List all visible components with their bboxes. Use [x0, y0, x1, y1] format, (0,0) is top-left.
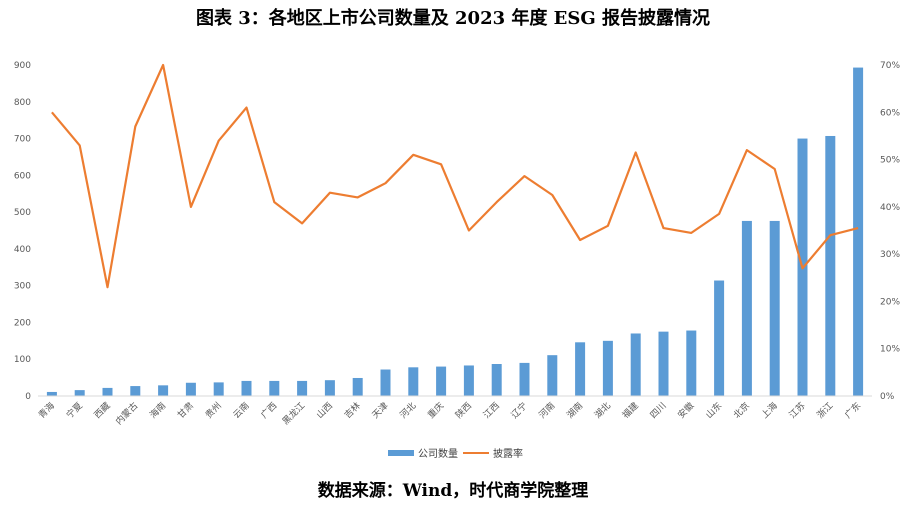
line-series: [51, 63, 859, 289]
x-tick-label: 西藏: [91, 400, 112, 421]
right-tick-label: 20%: [880, 297, 900, 307]
x-tick-label: 河南: [536, 400, 557, 421]
right-tick-label: 60%: [880, 108, 900, 118]
bar: [408, 367, 419, 396]
left-tick-label: 700: [14, 135, 31, 145]
left-tick-label: 800: [14, 98, 31, 108]
x-tick-label: 北京: [731, 400, 752, 421]
x-tick-label: 天津: [370, 400, 391, 421]
bar: [519, 362, 530, 396]
left-tick-label: 400: [14, 245, 31, 255]
x-tick-label: 上海: [759, 400, 780, 421]
x-tick-label: 陕西: [453, 400, 474, 421]
legend-label-line: 披露率: [493, 447, 523, 460]
bar: [74, 390, 85, 396]
bar: [575, 342, 586, 396]
bar: [213, 382, 224, 396]
bar: [185, 382, 196, 396]
bar: [741, 220, 752, 396]
right-tick-label: 30%: [880, 250, 900, 260]
bar: [825, 135, 836, 396]
left-tick-label: 200: [14, 318, 31, 328]
legend-swatch-bar: [388, 450, 414, 456]
x-tick-label: 甘肃: [175, 400, 196, 421]
right-tick-label: 50%: [880, 156, 900, 166]
legend: 公司数量 披露率: [388, 447, 523, 460]
x-tick-label: 山东: [703, 400, 724, 421]
x-tick-label: 辽宁: [508, 400, 529, 421]
x-tick-label: 黑龙江: [280, 400, 308, 428]
x-tick-label: 江苏: [786, 400, 807, 421]
x-tick-label: 吉林: [342, 400, 363, 421]
right-tick-label: 70%: [880, 61, 900, 71]
chart-title: 图表 3：各地区上市公司数量及 2023 年度 ESG 报告披露情况: [195, 8, 711, 29]
source-note: 数据来源：Wind，时代商学院整理: [317, 481, 589, 501]
left-tick-label: 0: [25, 392, 31, 402]
bar: [130, 386, 141, 396]
right-tick-label: 0%: [880, 392, 895, 402]
bar: [46, 391, 57, 396]
left-tick-label: 500: [14, 208, 31, 218]
x-tick-label: 云南: [230, 400, 251, 421]
bar: [380, 369, 391, 396]
disclosure-rate-line: [51, 63, 859, 289]
left-tick-label: 600: [14, 171, 31, 181]
left-axis-ticks: 0 100 200 300 400 500 600 700 800 900: [14, 61, 31, 402]
right-axis-ticks: 0% 10% 20% 30% 40% 50% 60% 70%: [880, 61, 900, 402]
x-tick-label: 内蒙古: [113, 400, 141, 428]
bar: [324, 380, 335, 396]
combo-chart: 0 100 200 300 400 500 600 700 800 900 0% 10% 20% 30%…: [14, 61, 901, 460]
bar: [769, 220, 780, 396]
x-tick-label: 浙江: [814, 400, 835, 421]
x-tick-label: 广西: [258, 400, 279, 421]
bar: [658, 331, 669, 396]
left-tick-label: 100: [14, 355, 31, 365]
x-tick-label: 四川: [649, 401, 669, 421]
x-tick-label: 河北: [397, 400, 418, 421]
right-tick-label: 10%: [880, 345, 900, 355]
bar: [297, 380, 308, 396]
bar: [463, 365, 474, 396]
x-tick-label: 湖北: [593, 400, 614, 421]
bar: [686, 330, 697, 396]
bar: [158, 385, 169, 396]
left-tick-label: 300: [14, 282, 31, 292]
legend-label-bar: 公司数量: [418, 447, 458, 460]
x-tick-label: 青海: [36, 400, 57, 421]
x-tick-label: 宁夏: [64, 400, 85, 421]
x-tick-label: 湖南: [564, 400, 585, 421]
bar: [241, 380, 252, 396]
right-tick-label: 40%: [880, 203, 900, 213]
x-tick-label: 贵州: [203, 400, 224, 421]
x-tick-label: 重庆: [425, 400, 446, 421]
bar: [269, 380, 280, 396]
bar: [630, 333, 641, 396]
bar: [352, 377, 363, 396]
x-tick-label: 海南: [147, 400, 168, 421]
bar: [853, 67, 864, 396]
bar: [491, 364, 502, 396]
x-tick-label: 山西: [315, 400, 336, 421]
left-tick-label: 900: [14, 61, 31, 71]
x-tick-label: 福建: [620, 400, 641, 421]
bar: [714, 280, 725, 396]
bar-series: [46, 67, 864, 397]
x-axis-ticks: 青海 宁夏 西藏 内蒙古 海南 甘肃 贵州 云南 广西 黑龙江 山西 吉林 天津 河北 重庆 陕西 江西 辽宁 河南…: [36, 400, 863, 428]
bar: [436, 366, 447, 396]
bar: [102, 387, 113, 396]
x-tick-label: 安徽: [675, 400, 696, 421]
bar: [547, 355, 558, 396]
x-tick-label: 江西: [481, 400, 502, 421]
bar: [602, 340, 613, 396]
x-tick-label: 广东: [842, 400, 863, 421]
